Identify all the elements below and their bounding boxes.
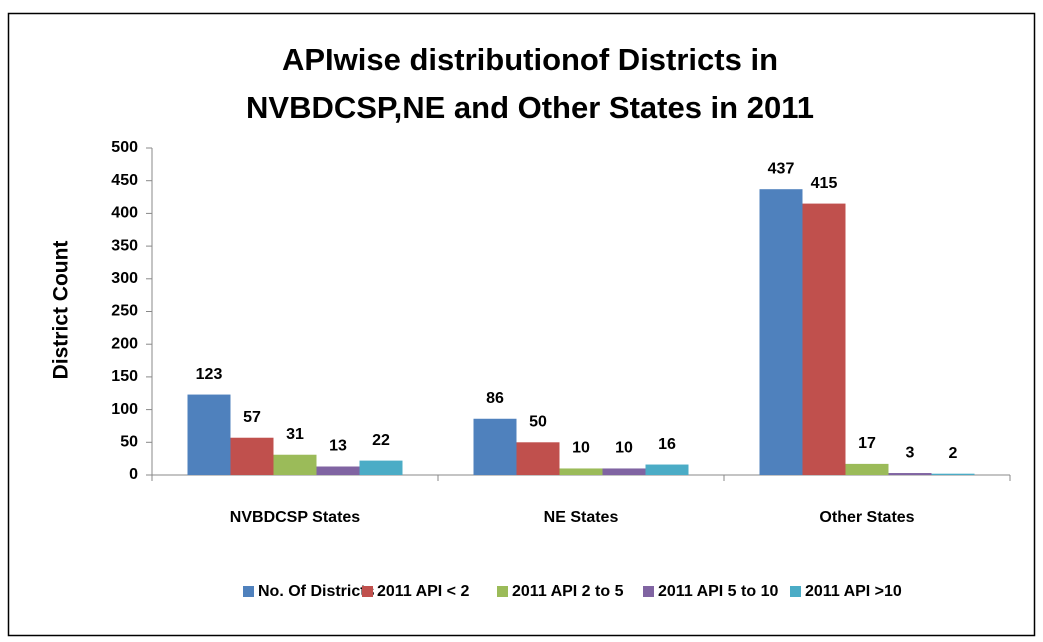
bar: [802, 203, 846, 475]
legend-swatch: [362, 586, 373, 597]
y-tick-label: 350: [111, 237, 138, 254]
y-tick-label: 0: [129, 466, 138, 483]
data-label: 2: [949, 445, 958, 462]
bar: [187, 394, 231, 475]
data-label: 50: [529, 414, 547, 431]
x-tick-label: NE States: [544, 509, 619, 526]
x-tick-label: Other States: [819, 509, 914, 526]
bar: [316, 466, 360, 475]
y-tick-label: 450: [111, 172, 138, 189]
chart-title: NVBDCSP,NE and Other States in 2011: [246, 90, 814, 125]
legend-label: No. Of Districts: [258, 583, 375, 600]
y-tick-label: 250: [111, 303, 138, 320]
bar: [273, 454, 317, 475]
bar: [931, 473, 975, 475]
legend-label: 2011 API >10: [805, 583, 902, 600]
bar: [559, 468, 603, 475]
bar: [516, 442, 560, 475]
legend-label: 2011 API < 2: [377, 583, 469, 600]
bar: [602, 468, 646, 475]
chart-border: [7, 12, 1036, 637]
data-label: 86: [486, 390, 504, 407]
legend-swatch: [243, 586, 254, 597]
legend-swatch: [643, 586, 654, 597]
data-label: 57: [243, 409, 261, 426]
y-tick-label: 300: [111, 270, 138, 287]
y-axis-label: District Count: [50, 241, 73, 380]
bar: [230, 437, 274, 475]
y-tick-label: 50: [120, 434, 138, 451]
y-tick-label: 100: [111, 401, 138, 418]
y-tick-label: 200: [111, 335, 138, 352]
legend-label: 2011 API 5 to 10: [658, 583, 778, 600]
legend-swatch: [790, 586, 801, 597]
bar: [359, 460, 403, 475]
data-label: 123: [196, 366, 223, 383]
y-tick-label: 500: [111, 139, 138, 156]
y-tick-label: 400: [111, 205, 138, 222]
data-label: 437: [768, 160, 795, 177]
legend-swatch: [497, 586, 508, 597]
data-label: 16: [658, 436, 676, 453]
x-tick-label: NVBDCSP States: [230, 509, 361, 526]
bar: [888, 473, 932, 475]
bar: [845, 463, 889, 475]
data-label: 3: [906, 444, 915, 461]
data-label: 31: [286, 426, 304, 443]
bar: [645, 464, 689, 475]
y-tick-label: 150: [111, 368, 138, 385]
data-label: 10: [615, 440, 633, 457]
data-label: 17: [858, 435, 876, 452]
bar: [759, 189, 803, 475]
legend-label: 2011 API 2 to 5: [512, 583, 624, 600]
data-label: 10: [572, 440, 590, 457]
chart-title: APIwise distributionof Districts in: [282, 42, 778, 77]
data-label: 22: [372, 432, 390, 449]
data-label: 415: [811, 175, 838, 192]
data-label: 13: [329, 438, 347, 455]
bar: [473, 418, 517, 475]
